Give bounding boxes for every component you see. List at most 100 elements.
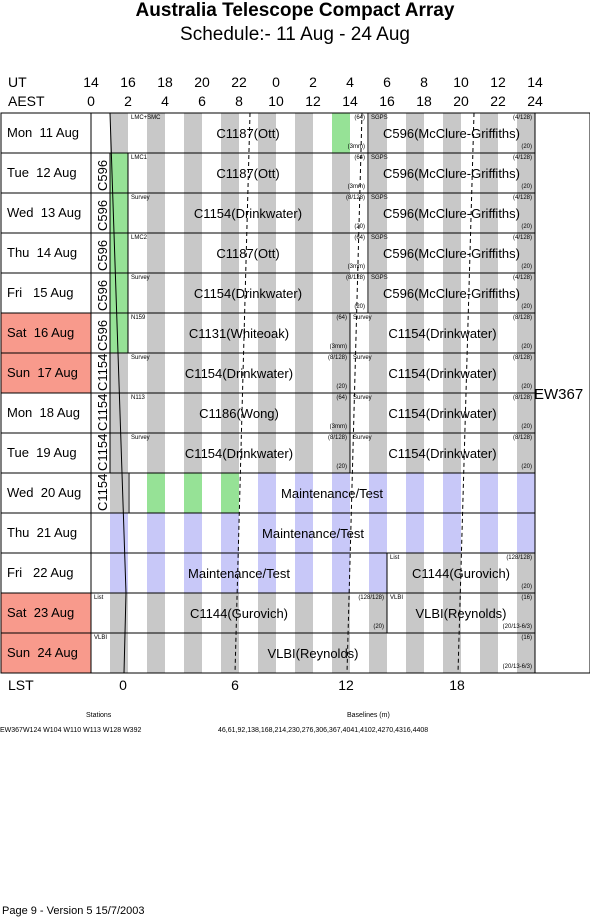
time-stripe [258,433,276,473]
stripes-body [110,113,535,673]
project-name: C1187(Ott) [216,246,280,261]
time-stripe [221,233,239,273]
time-stripe [184,393,202,433]
time-stripe [517,153,535,193]
project-tag: Survey [131,435,150,441]
time-stripe [517,393,535,433]
time-stripe [147,313,165,353]
project-name: C596(McClure-Griffiths) [382,246,520,261]
vertical-project-name: C596 [95,279,110,311]
time-stripe [443,633,461,673]
time-stripe [332,433,350,473]
project-name: VLBI(Reynolds) [267,646,359,661]
project-name: C1154(Drinkwater) [388,446,497,461]
ut-tick: 8 [420,74,428,90]
aest-tick: 18 [416,93,432,109]
time-stripe [221,313,239,353]
time-stripe [443,473,461,513]
project-band: (3mm) [329,344,347,350]
project-name: C596(McClure-Griffiths) [382,126,520,141]
day-label: Tue 12 Aug [7,165,77,180]
time-stripe [369,433,387,473]
time-stripe [147,153,165,193]
time-stripe [443,313,461,353]
time-stripe [480,353,498,393]
project-name: C1154(Drinkwater) [388,366,497,381]
time-stripe [332,593,350,633]
time-stripe [221,433,239,473]
time-stripe [221,633,239,673]
project-band: (20) [521,264,532,270]
page-subtitle: Schedule:- 11 Aug - 24 Aug [180,24,410,45]
time-stripe [258,393,276,433]
time-stripe [369,553,387,593]
time-stripe [258,593,276,633]
project-band: (20) [521,144,532,150]
time-stripe [369,353,387,393]
time-stripe [332,513,350,553]
time-stripe [406,433,424,473]
lst-zero-line [109,112,127,674]
split-lines [109,113,388,633]
time-stripe [332,393,350,433]
time-stripe [443,513,461,553]
project-tag: Survey [131,195,150,201]
day-label: Mon 18 Aug [7,405,80,420]
project-channels: (16) [521,595,532,601]
time-stripe [147,513,165,553]
time-stripe [369,633,387,673]
project-channels: (4/128) [512,115,532,121]
project-name: C1154(Drinkwater) [193,206,303,221]
project-channels: (8/128) [327,355,347,361]
time-stripe [110,393,128,433]
time-stripe [406,593,424,633]
stripes-top-rows [110,113,535,153]
project-band: (20) [521,344,532,350]
project-channels: (8/128) [512,435,532,441]
time-stripe [258,233,276,273]
time-stripe [184,513,202,553]
time-stripe [480,593,498,633]
project-tag: VLBI [94,635,108,641]
time-stripe [480,313,498,353]
time-stripe [258,273,276,313]
aest-tick: 10 [268,93,284,109]
project-channels: (128/128) [358,595,384,601]
time-stripe [369,233,387,273]
project-band: (20) [336,384,347,390]
time-stripe [258,193,276,233]
time-stripe [517,273,535,313]
time-stripe [295,393,313,433]
aest-tick: 6 [198,93,206,109]
time-stripe [406,633,424,673]
aest-tick: 0 [87,93,95,109]
time-stripe [184,233,202,273]
project-band: (20) [373,624,384,630]
aest-tick: 12 [305,93,321,109]
project-tag: List [94,595,104,601]
lst-dash [457,112,475,674]
time-stripe [221,193,239,233]
time-stripe [258,313,276,353]
project-name: C1144(Gurovich) [411,566,511,581]
time-stripe [517,513,535,553]
ut-tick: 0 [272,74,280,90]
time-stripe [332,553,350,593]
ut-label: UT [8,74,27,90]
project-tag: N159 [131,315,146,321]
day-label: Sun 17 Aug [7,365,78,380]
time-stripe [406,353,424,393]
project-tag: LMC1 [131,155,148,161]
time-stripe [517,313,535,353]
time-stripe [406,553,424,593]
project-tag: N113 [131,395,145,401]
time-stripe [369,273,387,313]
time-stripe [517,433,535,473]
time-stripe [147,593,165,633]
day-label: Sat 23 Aug [7,605,75,620]
time-stripe [147,553,165,593]
lst-tick: 12 [338,677,354,693]
time-stripe [221,513,239,553]
project-name: Maintenance/Test [188,566,290,581]
time-stripe [184,433,202,473]
